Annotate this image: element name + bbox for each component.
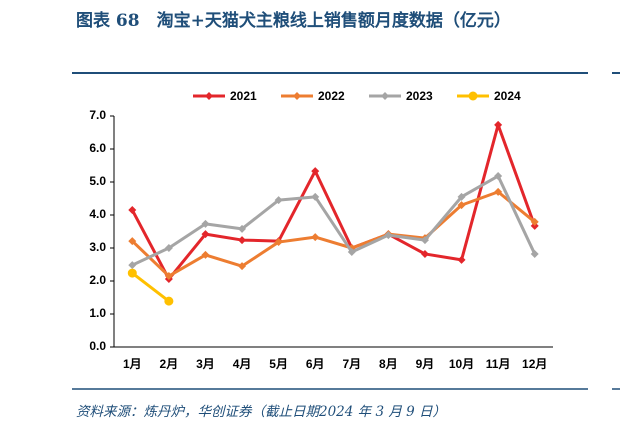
chart-title: 图表 68 淘宝+天猫犬主粮线上销售额月度数据（亿元） xyxy=(76,11,511,31)
legend-marker xyxy=(293,92,301,100)
point xyxy=(311,167,320,176)
point xyxy=(420,249,429,258)
point xyxy=(164,296,174,306)
series-line xyxy=(131,271,170,303)
point xyxy=(457,192,466,201)
point xyxy=(201,250,210,259)
x-tick-label: 11月 xyxy=(486,357,511,371)
point xyxy=(128,261,137,270)
legend-label: 2022 xyxy=(318,89,345,103)
x-tick-label: 6月 xyxy=(306,357,325,371)
series-line xyxy=(131,190,536,278)
y-tick-label: 2.0 xyxy=(89,273,106,287)
point xyxy=(201,230,210,239)
legend-marker xyxy=(205,92,213,100)
series-line xyxy=(131,174,537,267)
x-tick-label: 2月 xyxy=(160,357,179,371)
x-tick-label: 1月 xyxy=(123,357,142,371)
point xyxy=(274,238,283,247)
point xyxy=(164,272,173,281)
point xyxy=(128,206,137,215)
point xyxy=(311,192,320,201)
y-tick-label: 4.0 xyxy=(89,207,106,221)
legend-marker xyxy=(381,92,389,100)
point xyxy=(311,233,320,242)
x-tick-label: 8月 xyxy=(379,357,398,371)
y-tick-label: 7.0 xyxy=(89,108,106,122)
y-tick-label: 6.0 xyxy=(89,141,106,155)
point xyxy=(530,249,539,258)
point xyxy=(238,236,247,245)
point xyxy=(238,262,247,271)
y-tick-label: 1.0 xyxy=(89,306,106,320)
series-line xyxy=(130,123,537,281)
legend-label: 2021 xyxy=(230,89,257,103)
point xyxy=(457,201,466,210)
point xyxy=(494,172,503,181)
point xyxy=(494,187,503,196)
x-tick-label: 12月 xyxy=(522,357,547,371)
point xyxy=(420,236,429,245)
y-tick-label: 0.0 xyxy=(89,339,106,353)
x-tick-label: 3月 xyxy=(196,357,215,371)
x-tick-label: 10月 xyxy=(449,357,474,371)
x-tick-label: 4月 xyxy=(233,357,252,371)
point xyxy=(274,196,283,205)
source-note: 资料来源：炼丹炉，华创证券（截止日期2024 年 3 月 9 日） xyxy=(76,404,446,420)
y-tick-label: 5.0 xyxy=(89,174,106,188)
point xyxy=(347,247,356,256)
legend-marker xyxy=(468,91,478,101)
x-tick-label: 7月 xyxy=(342,357,361,371)
point xyxy=(128,237,137,246)
x-tick-label: 5月 xyxy=(269,357,288,371)
point xyxy=(127,268,137,278)
legend-label: 2023 xyxy=(406,89,433,103)
point xyxy=(164,244,173,252)
point xyxy=(238,224,247,233)
point xyxy=(494,120,503,129)
point xyxy=(201,219,210,228)
point xyxy=(530,217,539,226)
point xyxy=(457,255,466,264)
y-tick-label: 3.0 xyxy=(89,240,106,254)
legend-label: 2024 xyxy=(494,89,521,103)
point xyxy=(384,231,393,240)
x-tick-label: 9月 xyxy=(416,357,435,371)
